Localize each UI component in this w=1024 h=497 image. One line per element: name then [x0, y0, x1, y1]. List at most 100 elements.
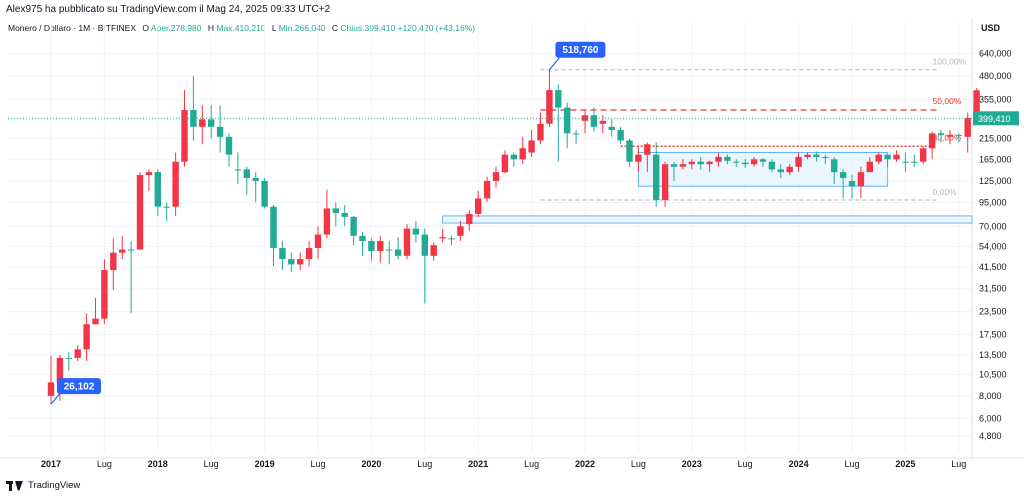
candle-body: [305, 248, 313, 260]
x-tick-label: Lug: [951, 459, 966, 469]
candle-body: [884, 154, 891, 160]
candle-body: [555, 90, 562, 108]
candle-body: [724, 156, 731, 161]
x-tick-label: Lug: [204, 459, 219, 469]
header-bar: Alex975 ha pubblicato su TradingView.com…: [0, 0, 1024, 20]
candle-body: [483, 181, 491, 199]
candle-body: [777, 169, 784, 173]
candle-body: [848, 181, 856, 187]
candle-body: [866, 161, 873, 173]
x-tick-label: 2023: [682, 459, 702, 469]
candle-body: [813, 154, 820, 157]
x-tick-label: 2025: [895, 459, 915, 469]
candle-body: [65, 357, 72, 359]
candle-body: [688, 161, 695, 165]
y-tick-label: 95,000: [979, 197, 1007, 207]
candle-body: [893, 154, 900, 160]
low-callout-label: 26,102: [64, 382, 95, 393]
candle-body: [697, 161, 704, 165]
candle-body: [83, 324, 90, 350]
candle-body: [199, 119, 206, 127]
open-key: O: [142, 23, 150, 33]
y-tick-label: 165,000: [979, 154, 1012, 164]
x-tick-label: 2020: [361, 459, 381, 469]
fib-level-label: 100,00%: [933, 57, 967, 67]
y-tick-label: 215,000: [979, 134, 1012, 144]
candle-body: [421, 234, 428, 256]
candle-body: [599, 120, 606, 124]
y-tick-label: 6,000: [979, 413, 1002, 423]
candle-body: [920, 148, 927, 162]
low-key: L: [271, 23, 277, 33]
candle-body: [297, 259, 304, 265]
currency-label: USD: [981, 23, 1001, 33]
low-value: Min.266,040: [278, 23, 326, 33]
candle-body: [377, 241, 384, 252]
candle-body: [475, 198, 482, 214]
change-value: +120,420 (+43,16%): [397, 23, 476, 33]
y-tick-label: 125,000: [979, 176, 1012, 186]
candle-body: [110, 252, 117, 271]
x-tick-label: Lug: [631, 459, 646, 469]
candle-body: [136, 174, 144, 250]
candle-body: [804, 154, 811, 157]
candle-body: [492, 172, 500, 182]
candle-body: [590, 115, 598, 127]
x-tick-label: 2018: [148, 459, 168, 469]
candle-body: [635, 154, 642, 162]
candle-body: [786, 166, 793, 173]
candle-body: [733, 161, 740, 163]
candle-body: [902, 161, 909, 163]
callout-pointer: [548, 57, 560, 71]
candle-body: [661, 164, 669, 201]
x-tick-label: Lug: [310, 459, 325, 469]
callout-box: [57, 378, 101, 395]
high-callout-label: 518,760: [562, 45, 599, 56]
candle-body: [119, 249, 126, 253]
candle-body: [715, 156, 722, 162]
candle-body: [243, 169, 250, 178]
candle-body: [546, 90, 553, 124]
x-tick-label: Lug: [844, 459, 859, 469]
candle-body: [145, 172, 153, 175]
x-tick-label: Lug: [738, 459, 753, 469]
support-zone: [442, 215, 973, 224]
candle-body: [341, 213, 348, 217]
candle-body: [857, 172, 865, 187]
candle-body: [359, 235, 366, 242]
candle-body: [386, 249, 393, 251]
candle-body: [234, 169, 242, 171]
y-tick-label: 13,500: [979, 350, 1007, 360]
candle-body: [448, 238, 455, 240]
candle-body: [839, 172, 847, 178]
fib-level-label: 0,00%: [933, 187, 958, 197]
candle-body: [742, 162, 749, 165]
candle-body: [822, 156, 829, 158]
symbol-name: Monero / Dollaro · 1M · BITFINEX: [8, 23, 137, 33]
candle-body: [332, 208, 339, 214]
candle-body: [750, 159, 758, 165]
candle-body: [208, 119, 215, 127]
candle-body: [314, 234, 322, 249]
candle-body: [653, 154, 660, 201]
candle-body: [261, 181, 268, 207]
candle-body: [537, 123, 544, 141]
candle-body: [768, 161, 776, 170]
x-tick-label: Lug: [417, 459, 432, 469]
candle-body: [252, 177, 259, 182]
candle-body: [875, 154, 882, 162]
candle-body: [528, 140, 535, 153]
candle-body: [190, 110, 197, 127]
candle-body: [288, 259, 295, 265]
footer-brand: TradingView: [28, 480, 81, 491]
candle-body: [403, 228, 411, 256]
close-key: C: [331, 23, 339, 33]
candle-body: [501, 154, 509, 173]
candle-body: [279, 248, 286, 260]
candle-body: [519, 148, 526, 160]
x-tick-label: Lug: [524, 459, 539, 469]
callout-pointer: [50, 391, 62, 405]
fib-level-label: 30,00%: [933, 132, 962, 142]
last-price-tag-label: 399,410: [978, 114, 1011, 124]
